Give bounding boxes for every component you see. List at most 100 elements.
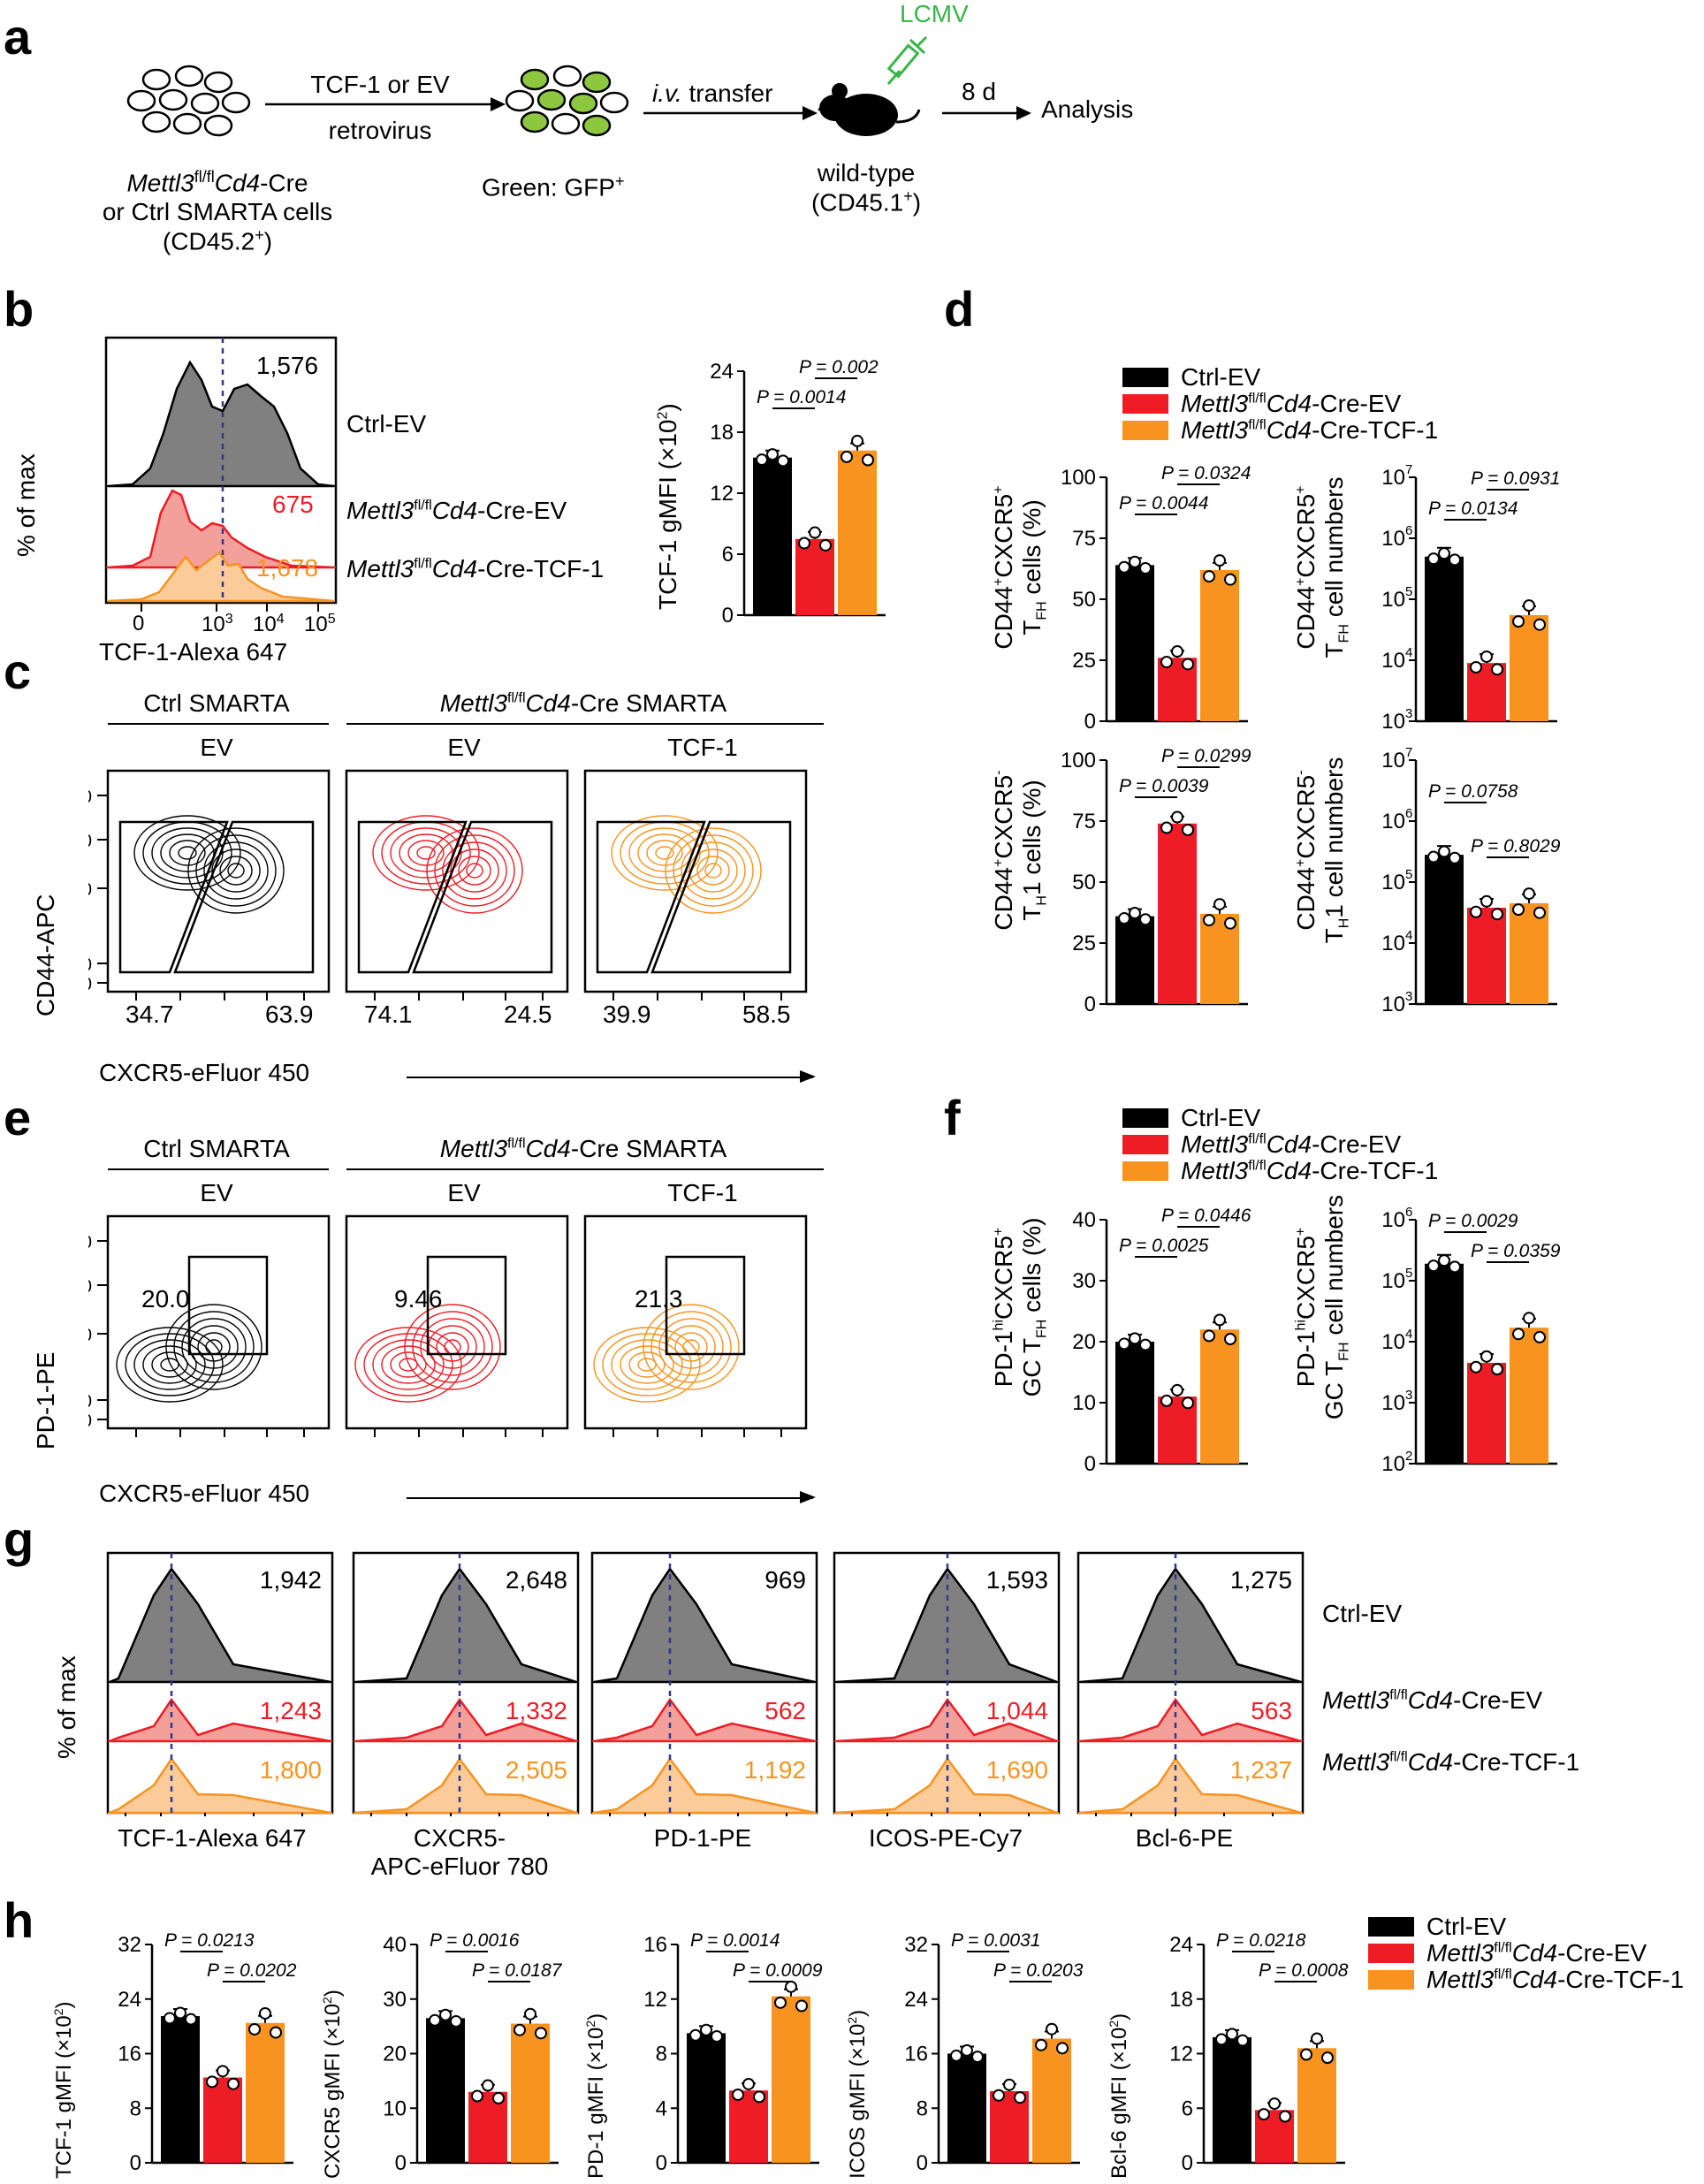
y-tick-label: 12 (1169, 2043, 1193, 2066)
y-tick-label: 25 (1072, 649, 1096, 673)
contour (450, 848, 499, 893)
contour (390, 1351, 427, 1378)
contour (363, 1333, 453, 1396)
g-xlabel-5: Bcl-6-PE (1135, 1824, 1234, 1852)
hist-b-xtick-5: 105 (304, 612, 336, 636)
panel-label-b: b (4, 281, 34, 337)
contour (160, 1358, 179, 1372)
gate-left (118, 820, 229, 974)
data-point (1300, 2048, 1312, 2061)
y-tick-exp: 7 (1405, 462, 1412, 477)
data-point (1118, 912, 1130, 925)
data-point (1171, 645, 1183, 658)
y-tick-label: 10 (1381, 993, 1405, 1016)
g-xlabel-2: CXCR5- APC-eFluor 780 (370, 1824, 549, 1881)
y-tick-exp: 6 (1405, 1205, 1412, 1220)
d4-ylabel: CD44+CXCR5- TH1 cell numbers (1292, 757, 1352, 944)
data-point (742, 2077, 755, 2090)
data-point (1160, 821, 1173, 834)
contour (436, 1332, 469, 1362)
bar (687, 2033, 726, 2163)
bar-chart-f-pct: 0 10 20 30 40 P = 0.0025 P = 0.0446 (1072, 1206, 1251, 1476)
contour (611, 815, 719, 891)
y-tick-label: 10 (88, 788, 92, 807)
bar (1510, 902, 1548, 1004)
contour (426, 827, 523, 914)
histogram-value: 2,505 (506, 1756, 567, 1784)
contour (637, 1358, 657, 1372)
p-value: P = 0.0009 (733, 1960, 823, 1981)
data-point (689, 2028, 702, 2042)
y-tick-label: 10 (1381, 527, 1405, 551)
p-value: P = 0.0187 (472, 1960, 563, 1981)
bar (1200, 1329, 1239, 1464)
gate-right (650, 820, 792, 974)
data-point (1533, 618, 1546, 631)
data-point (1512, 615, 1525, 628)
data-point (217, 2065, 229, 2078)
histogram-value: 1,237 (1230, 1756, 1292, 1784)
data-point (1215, 2033, 1228, 2046)
data-point (1268, 2097, 1281, 2111)
y-tick-label: 0 (722, 604, 734, 628)
histogram-trace (354, 1697, 577, 1743)
bar (795, 538, 834, 615)
panel-label-h: h (4, 1892, 34, 1948)
contour (620, 1345, 674, 1384)
hist-b-group-tcf: Mettl3fl/flCd4-Cre-TCF-1 (346, 555, 605, 582)
histogram-value: 1,192 (744, 1756, 806, 1784)
y-tick-label: 20 (383, 2043, 407, 2066)
y-tick-label: 0 (395, 2151, 407, 2175)
histogram-value: 1,800 (260, 1756, 322, 1784)
p-value: P = 0.0025 (1119, 1236, 1209, 1256)
hist-b-value-tcf: 1,678 (256, 554, 319, 582)
histogram-trace (835, 1697, 1058, 1743)
y-tick-label: 20 (1072, 1330, 1096, 1354)
contour (704, 863, 722, 879)
data-point (1203, 570, 1215, 583)
histogram-value: 969 (765, 1566, 806, 1594)
data-point (1470, 1360, 1482, 1374)
bar (1467, 907, 1506, 1004)
contour (372, 1339, 445, 1390)
data-point (164, 2012, 176, 2025)
data-point (513, 2023, 526, 2036)
data-point (950, 2049, 962, 2062)
y-tick-label: 30 (383, 1988, 407, 2012)
y-tick-label: 10 (1381, 588, 1405, 612)
contour (458, 856, 491, 886)
data-point (185, 2013, 197, 2026)
contour (219, 856, 253, 886)
y-tick-exp: 7 (1405, 745, 1412, 760)
y-tick-label: 10 (1381, 649, 1405, 673)
data-point (809, 526, 821, 539)
g-group-ctrl: Ctrl-EV (1322, 1600, 1403, 1627)
y-tick-label: 12 (643, 1988, 667, 2012)
data-point (492, 2091, 505, 2104)
data-point (1056, 2042, 1069, 2055)
data-point (1438, 845, 1450, 858)
histogram-value: 563 (1251, 1697, 1292, 1724)
histogram-trace (109, 1697, 331, 1743)
data-point (1213, 554, 1226, 567)
contour (665, 827, 762, 914)
p-value: P = 0.0029 (1428, 1211, 1518, 1231)
histogram-value: 1,690 (986, 1756, 1048, 1784)
data-point (482, 2079, 494, 2092)
contour (404, 1304, 501, 1390)
c-gate-1-left: 34.7 (126, 1001, 174, 1028)
hist-b-xtick-4: 104 (253, 612, 285, 636)
y-tick-exp: 6 (1405, 523, 1412, 538)
y-tick-label: 8 (656, 2043, 667, 2066)
e-sub-tcf: TCF-1 (667, 1179, 738, 1206)
data-point (535, 2027, 547, 2040)
data-point (1171, 1383, 1183, 1396)
y-tick-exp: 5 (1405, 867, 1412, 882)
e-sub-ev-ctrl: EV (200, 1179, 233, 1206)
bar (947, 2053, 986, 2163)
h2-ylabel: CXCR5 gMFI (×102) (320, 1990, 345, 2179)
donor-cells-label: Mettl3fl/flCd4-Cre or Ctrl SMARTA cells … (102, 168, 333, 255)
bar-chart-h-cxcr5: 0 10 20 30 40 P = 0.0016 P = 0.0187 (383, 1930, 563, 2175)
gate-right (173, 820, 315, 974)
